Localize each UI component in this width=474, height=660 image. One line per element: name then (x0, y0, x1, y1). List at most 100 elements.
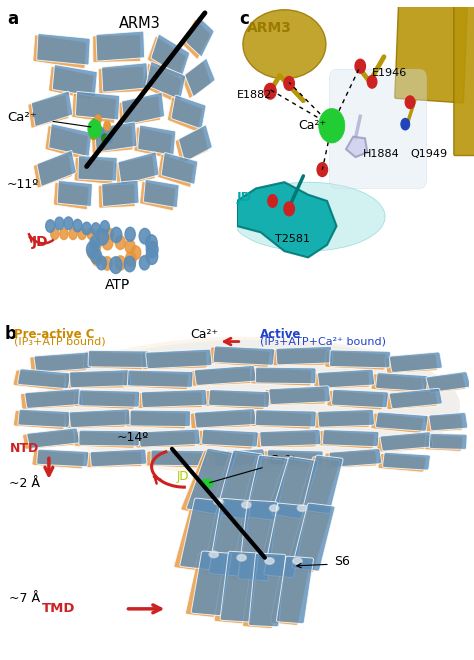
FancyBboxPatch shape (146, 61, 186, 100)
Circle shape (131, 246, 141, 259)
FancyBboxPatch shape (31, 91, 73, 127)
FancyBboxPatch shape (125, 411, 186, 429)
Circle shape (60, 228, 68, 240)
FancyBboxPatch shape (292, 503, 335, 571)
FancyBboxPatch shape (72, 93, 116, 123)
FancyBboxPatch shape (79, 390, 140, 407)
FancyBboxPatch shape (135, 432, 196, 448)
FancyBboxPatch shape (329, 350, 391, 368)
FancyBboxPatch shape (190, 368, 252, 386)
FancyBboxPatch shape (37, 150, 76, 186)
FancyBboxPatch shape (174, 500, 221, 571)
Text: S6: S6 (335, 555, 350, 568)
Circle shape (100, 220, 109, 233)
FancyBboxPatch shape (454, 0, 474, 156)
FancyBboxPatch shape (57, 180, 92, 207)
Text: JD: JD (177, 470, 189, 483)
FancyBboxPatch shape (264, 388, 326, 405)
Circle shape (355, 59, 365, 73)
FancyBboxPatch shape (276, 346, 333, 365)
FancyBboxPatch shape (375, 373, 428, 391)
Circle shape (111, 227, 122, 243)
Circle shape (110, 257, 122, 273)
FancyBboxPatch shape (209, 451, 261, 468)
FancyBboxPatch shape (272, 348, 328, 366)
Text: H1884: H1884 (363, 149, 400, 159)
FancyBboxPatch shape (142, 63, 182, 103)
FancyBboxPatch shape (197, 430, 254, 449)
FancyBboxPatch shape (389, 388, 442, 409)
Ellipse shape (42, 340, 460, 472)
FancyBboxPatch shape (260, 430, 321, 447)
Circle shape (264, 83, 276, 99)
Circle shape (146, 235, 157, 251)
Circle shape (96, 228, 104, 240)
FancyBboxPatch shape (130, 410, 191, 426)
Text: Ca²⁺: Ca²⁺ (299, 119, 327, 132)
FancyBboxPatch shape (271, 558, 310, 625)
FancyBboxPatch shape (329, 69, 427, 189)
Circle shape (242, 502, 251, 508)
Text: ARM3: ARM3 (246, 20, 292, 35)
FancyBboxPatch shape (429, 412, 468, 431)
FancyBboxPatch shape (69, 370, 130, 387)
FancyBboxPatch shape (276, 556, 313, 624)
FancyBboxPatch shape (128, 370, 193, 387)
FancyBboxPatch shape (385, 391, 438, 410)
Text: ~11º: ~11º (7, 178, 39, 191)
Text: c: c (239, 10, 249, 28)
FancyBboxPatch shape (422, 374, 466, 393)
Ellipse shape (243, 10, 326, 79)
Text: Ca²⁺: Ca²⁺ (7, 111, 36, 124)
FancyBboxPatch shape (30, 354, 87, 374)
FancyBboxPatch shape (20, 391, 77, 409)
Circle shape (209, 551, 219, 558)
Circle shape (146, 248, 158, 265)
Circle shape (73, 219, 82, 232)
Text: TMD: TMD (42, 602, 75, 615)
Text: (IP₃+ATP bound): (IP₃+ATP bound) (14, 337, 106, 347)
FancyBboxPatch shape (318, 369, 374, 388)
FancyBboxPatch shape (144, 180, 179, 207)
FancyBboxPatch shape (146, 349, 212, 369)
Circle shape (319, 108, 345, 143)
FancyBboxPatch shape (86, 451, 142, 468)
Circle shape (82, 222, 91, 235)
FancyBboxPatch shape (249, 553, 285, 627)
FancyBboxPatch shape (101, 180, 139, 207)
FancyBboxPatch shape (240, 457, 285, 522)
Circle shape (126, 251, 136, 267)
FancyBboxPatch shape (389, 352, 442, 372)
FancyBboxPatch shape (151, 34, 190, 77)
Circle shape (91, 248, 101, 263)
Text: JD: JD (237, 191, 252, 204)
FancyBboxPatch shape (161, 152, 198, 184)
FancyBboxPatch shape (13, 411, 66, 430)
FancyBboxPatch shape (243, 554, 283, 628)
FancyBboxPatch shape (74, 391, 136, 409)
FancyBboxPatch shape (79, 430, 139, 446)
Text: b: b (5, 325, 17, 343)
FancyBboxPatch shape (13, 370, 66, 391)
FancyBboxPatch shape (91, 125, 133, 154)
Circle shape (125, 240, 135, 253)
Circle shape (270, 505, 279, 512)
Circle shape (91, 240, 101, 253)
FancyBboxPatch shape (175, 128, 209, 164)
FancyBboxPatch shape (180, 498, 224, 570)
FancyBboxPatch shape (329, 449, 382, 467)
FancyBboxPatch shape (167, 97, 202, 132)
FancyBboxPatch shape (53, 65, 97, 96)
FancyBboxPatch shape (74, 431, 135, 448)
FancyBboxPatch shape (65, 411, 126, 428)
FancyBboxPatch shape (186, 448, 236, 513)
Text: ATP: ATP (105, 278, 130, 292)
Circle shape (92, 118, 99, 127)
FancyBboxPatch shape (186, 16, 214, 57)
FancyBboxPatch shape (272, 457, 318, 519)
FancyBboxPatch shape (137, 392, 202, 409)
FancyBboxPatch shape (118, 96, 161, 127)
FancyBboxPatch shape (314, 412, 370, 428)
FancyBboxPatch shape (28, 94, 69, 128)
FancyBboxPatch shape (49, 124, 92, 156)
